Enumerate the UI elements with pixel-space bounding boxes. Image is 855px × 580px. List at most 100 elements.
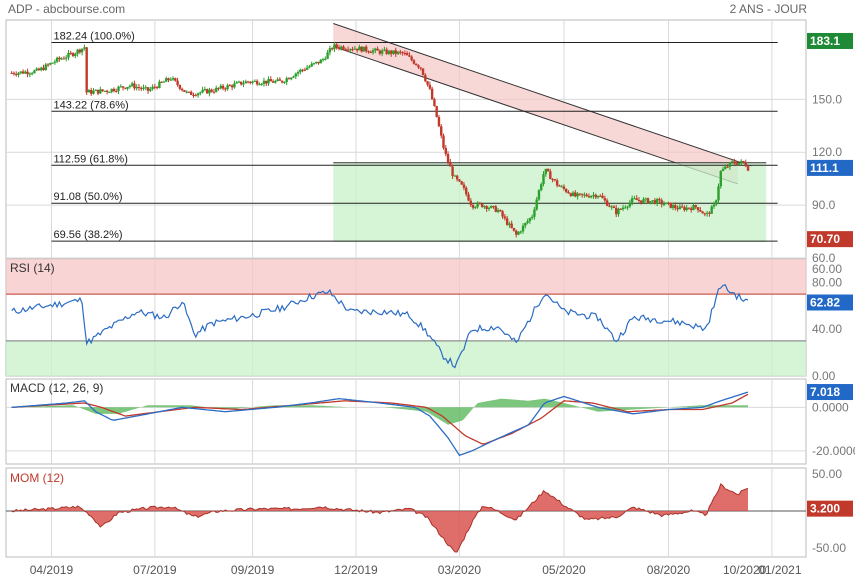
candle-body	[649, 201, 652, 204]
candle-body	[635, 198, 638, 201]
candle-body	[660, 200, 663, 205]
candle-body	[351, 49, 354, 51]
candle-body	[385, 49, 388, 54]
price-tag-high-bg	[807, 32, 853, 49]
candle-body	[249, 81, 252, 83]
candle-body	[580, 193, 584, 195]
candle-body	[321, 59, 325, 61]
candle-body	[408, 55, 411, 57]
candle-body	[226, 85, 229, 90]
candle-body	[569, 193, 572, 196]
candle-body	[492, 205, 495, 207]
candle-body	[542, 174, 545, 185]
candle-body	[437, 117, 441, 127]
candle-body	[587, 196, 591, 198]
candle-body	[605, 200, 609, 206]
candle-body	[51, 62, 54, 64]
candle-body	[21, 71, 25, 74]
candle-body	[178, 84, 182, 89]
candle-body	[165, 78, 168, 82]
macd-histogram	[11, 398, 748, 425]
candle-body	[687, 207, 691, 209]
candle-body	[187, 91, 191, 93]
candle-body	[140, 87, 143, 89]
candle-body	[285, 78, 288, 83]
candle-body	[46, 64, 50, 66]
candle-body	[119, 86, 122, 88]
candle-body	[158, 81, 161, 88]
candle-body	[565, 189, 568, 193]
candle-body	[392, 50, 395, 54]
candle-body	[733, 161, 736, 164]
mom-tick-label: -50.00	[812, 541, 846, 555]
candle-body	[40, 67, 43, 71]
x-axis-label: 04/2019	[30, 563, 74, 577]
candle-body	[465, 187, 468, 195]
candle-body	[294, 73, 297, 77]
candle-body	[169, 79, 172, 81]
candle-body	[433, 99, 436, 106]
candle-body	[310, 63, 313, 67]
candle-body	[83, 47, 86, 49]
candle-body	[653, 200, 657, 204]
candle-body	[376, 48, 379, 51]
candle-body	[453, 175, 457, 177]
candle-body	[624, 207, 627, 209]
rsi-overbought-zone	[6, 259, 806, 295]
x-axis-label: 05/2020	[542, 563, 586, 577]
candle-body	[201, 89, 204, 93]
candle-body	[669, 202, 672, 208]
candle-body	[710, 206, 713, 214]
candle-body	[185, 91, 188, 93]
candle-body	[71, 53, 75, 57]
candle-body	[42, 67, 45, 71]
candle-body	[528, 218, 532, 222]
candle-body	[719, 170, 722, 187]
candle-body	[235, 82, 238, 84]
candle-body	[585, 194, 588, 197]
candle-body	[371, 50, 375, 53]
candle-body	[355, 48, 359, 51]
candle-body	[135, 86, 138, 89]
candle-body	[642, 199, 645, 203]
candle-body	[617, 208, 620, 215]
candle-body	[728, 162, 732, 167]
candle-body	[358, 46, 361, 51]
candle-body	[576, 193, 579, 197]
candle-body	[94, 89, 97, 91]
candle-body	[592, 194, 595, 196]
candle-body	[637, 200, 641, 202]
candle-body	[526, 221, 529, 223]
macd-line	[11, 391, 749, 457]
candle-body	[665, 202, 668, 205]
candle-body	[612, 206, 616, 208]
candle-body	[365, 46, 368, 52]
candle-body	[387, 50, 391, 54]
candle-body	[210, 89, 213, 92]
rsi-tick-label: 80.00	[812, 275, 842, 289]
price-tag-current: 111.1	[810, 161, 839, 175]
candle-body	[230, 85, 234, 88]
candle-body	[251, 81, 254, 83]
candle-body	[696, 207, 700, 211]
candle-body	[244, 81, 247, 84]
candle-body	[460, 181, 463, 185]
candle-body	[62, 58, 66, 60]
candle-body	[412, 60, 416, 64]
bearish-channel-zone	[333, 23, 738, 184]
candle-body	[242, 83, 245, 85]
candle-body	[58, 57, 61, 60]
candle-body	[540, 184, 543, 191]
candle-body	[301, 69, 304, 71]
candle-body	[469, 200, 472, 205]
candle-body	[487, 207, 491, 209]
candle-body	[183, 90, 186, 92]
candle-body	[685, 207, 688, 211]
candle-body	[219, 85, 222, 89]
candle-body	[476, 202, 479, 208]
candle-body	[455, 175, 459, 180]
candle-body	[485, 206, 488, 209]
fib-label: 182.24 (100.0%)	[53, 30, 134, 42]
x-axis-label: 09/2019	[231, 563, 275, 577]
candle-body	[533, 209, 536, 217]
